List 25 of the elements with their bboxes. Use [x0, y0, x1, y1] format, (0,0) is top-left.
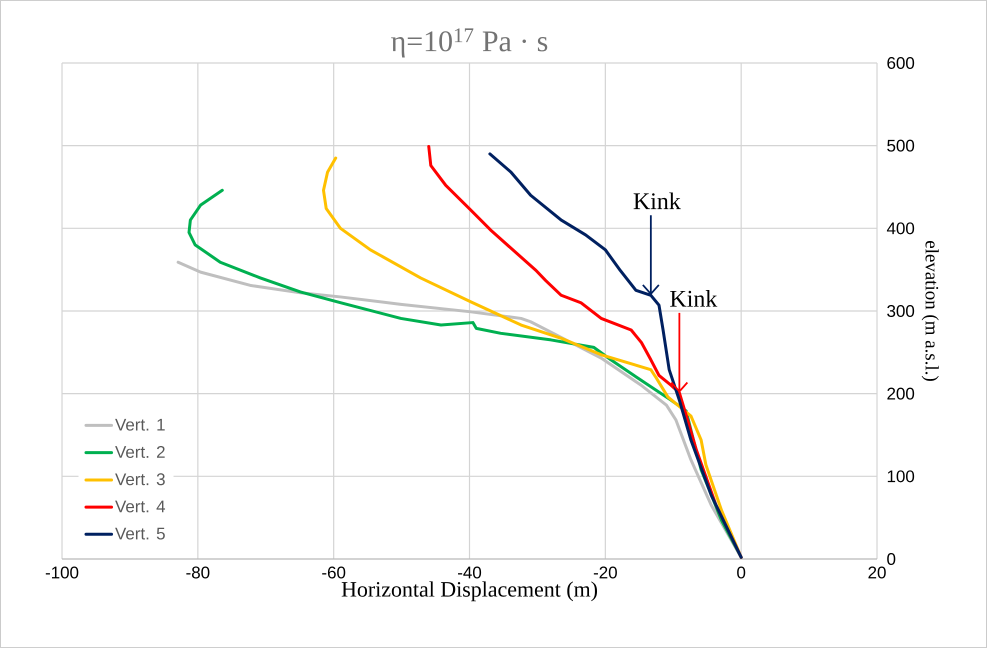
x-tick-label: -40 [458, 566, 482, 578]
y-tick-label: 500 [887, 140, 914, 152]
y-tick-label: 0 [887, 552, 896, 565]
line-series [488, 152, 743, 559]
x-tick-label: 0 [737, 566, 746, 578]
x-tick-label: 20 [868, 566, 886, 578]
x-tick-label: -100 [46, 566, 78, 578]
y-tick-label: 300 [887, 304, 914, 317]
x-axis-title: Horizontal Displacement (m) [342, 581, 598, 602]
annotation: Kink [634, 192, 681, 210]
y-tick-label: 100 [888, 470, 914, 482]
legend-label: Vert. 1 [115, 418, 165, 431]
y-tick-label: 400 [886, 222, 914, 234]
x-tick-label: -60 [322, 566, 346, 578]
chart-title: η=10$^{17}$ Pa · s [391, 28, 548, 58]
legend-label: Vert. 2 [115, 446, 165, 458]
y-axis-title: elevation (m a.s.l.) [922, 241, 939, 381]
y-tick-label: 600 [887, 56, 914, 69]
x-tick-label: -80 [186, 566, 210, 578]
x-tick-label: -20 [594, 566, 617, 578]
legend-label: Vert. 4 [115, 500, 166, 512]
annotation: Kink [670, 290, 718, 307]
legend-label: Vert. 3 [115, 473, 165, 486]
y-tick-label: 200 [887, 388, 914, 400]
legend-label: Vert. 5 [115, 528, 165, 540]
